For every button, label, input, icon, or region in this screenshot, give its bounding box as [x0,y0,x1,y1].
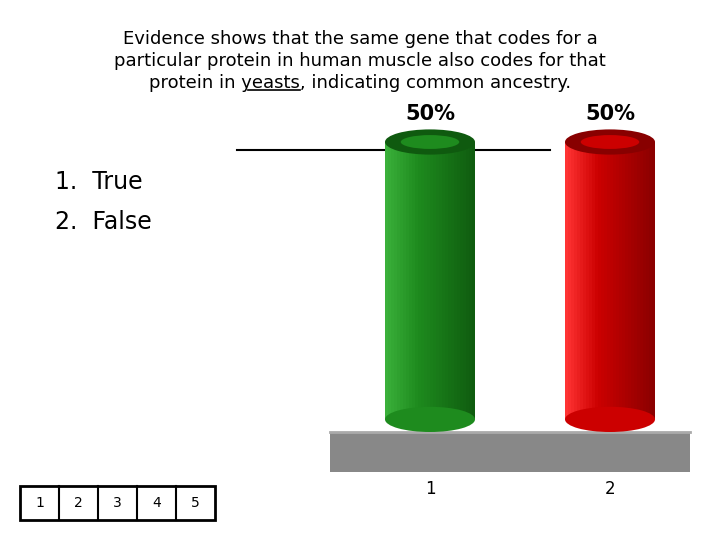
Bar [454,142,457,420]
Bar [637,142,640,420]
Bar [394,142,397,420]
Bar [640,142,643,420]
Bar [457,142,460,420]
Bar [388,142,391,420]
Bar [580,142,583,420]
Bar [583,142,586,420]
Bar [571,142,574,420]
Bar [430,142,433,420]
Bar [601,142,604,420]
Bar [646,142,649,420]
Bar [400,142,403,420]
Bar [409,142,412,420]
Bar [460,142,463,420]
Ellipse shape [565,407,655,432]
Bar [472,142,475,420]
Bar [592,142,595,420]
Bar [649,142,652,420]
Text: 4: 4 [152,496,161,510]
Bar [577,142,580,420]
Ellipse shape [385,407,475,432]
Bar [451,142,454,420]
Text: 50%: 50% [405,104,455,124]
Bar [613,142,616,420]
Bar [616,142,619,420]
Text: Evidence shows that the same gene that codes for a: Evidence shows that the same gene that c… [122,30,598,48]
Text: 1: 1 [425,480,436,498]
Ellipse shape [401,135,459,149]
Bar [448,142,451,420]
Bar [385,142,388,420]
Bar [598,142,601,420]
Text: 2: 2 [605,480,616,498]
Bar [595,142,598,420]
Bar [421,142,424,420]
Bar [586,142,589,420]
Bar [625,142,628,420]
Text: 1.  True: 1. True [55,170,143,194]
Ellipse shape [565,130,655,154]
FancyBboxPatch shape [330,432,690,472]
Text: 50%: 50% [585,104,635,124]
Bar [20,486,215,520]
Bar [622,142,625,420]
Text: 2.  False: 2. False [55,210,152,234]
Bar [445,142,448,420]
Bar [391,142,394,420]
Bar [403,142,406,420]
Bar [406,142,409,420]
Bar [643,142,646,420]
Bar [436,142,439,420]
Text: 1: 1 [35,496,44,510]
Ellipse shape [385,130,475,154]
Bar [418,142,421,420]
Text: particular protein in human muscle also codes for that: particular protein in human muscle also … [114,52,606,70]
Bar [415,142,418,420]
Bar [439,142,442,420]
Bar [619,142,622,420]
Bar [463,142,466,420]
Bar [589,142,592,420]
Text: protein in yeasts, indicating common ancestry.: protein in yeasts, indicating common anc… [149,74,571,92]
Bar [469,142,472,420]
Bar [607,142,610,420]
Bar [634,142,637,420]
Bar [427,142,430,420]
Bar [628,142,631,420]
Bar [442,142,445,420]
Bar [565,142,568,420]
Bar [466,142,469,420]
Text: 3: 3 [113,496,122,510]
Bar [610,142,613,420]
Bar [574,142,577,420]
Text: 5: 5 [191,496,200,510]
Bar [412,142,415,420]
Bar [397,142,400,420]
Bar [568,142,571,420]
Bar [652,142,655,420]
Bar [433,142,436,420]
Bar [604,142,607,420]
Ellipse shape [581,135,639,149]
Bar [424,142,427,420]
Text: 2: 2 [74,496,83,510]
Bar [631,142,634,420]
